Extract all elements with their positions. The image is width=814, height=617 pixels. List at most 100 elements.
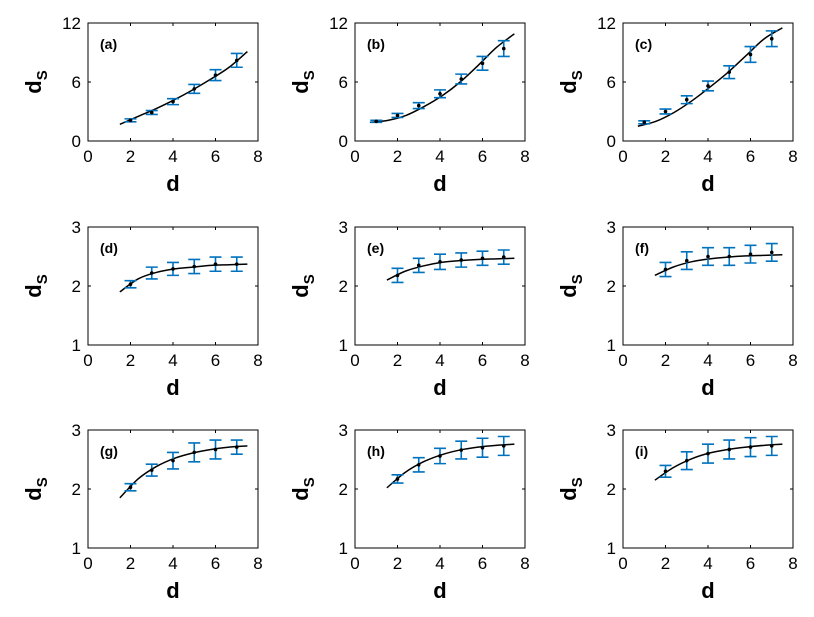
y-axis-label-main: d	[556, 487, 581, 500]
x-tick-label: 8	[253, 554, 262, 573]
data-point	[727, 70, 732, 74]
x-axis-label: d	[433, 375, 446, 400]
panel-label: (i)	[635, 443, 648, 459]
y-axis-label: dS	[21, 477, 51, 500]
data-point	[459, 77, 464, 81]
y-tick-label: 1	[339, 336, 348, 355]
y-tick-label: 3	[607, 218, 616, 237]
x-tick-label: 0	[618, 554, 627, 573]
x-tick-label: 2	[126, 147, 135, 166]
y-tick-label: 1	[72, 539, 81, 558]
fit-curve	[637, 27, 783, 127]
x-axis-label: d	[433, 578, 446, 603]
data-point	[234, 445, 239, 449]
x-tick-label: 4	[168, 147, 177, 166]
y-tick-label: 3	[607, 421, 616, 440]
data-point	[684, 258, 689, 263]
data-point	[727, 254, 732, 259]
y-tick-label: 2	[339, 480, 348, 499]
y-tick-label: 3	[339, 421, 348, 440]
y-axis-label: dS	[288, 70, 318, 93]
data-point	[416, 103, 421, 108]
x-tick-label: 0	[618, 147, 627, 166]
panel-label: (h)	[367, 443, 385, 459]
y-axis-label: dS	[288, 274, 318, 297]
y-axis-label-subscript: S	[34, 477, 51, 487]
fit-curve	[654, 443, 783, 481]
data-point	[149, 110, 154, 115]
panel-label: (a)	[100, 36, 117, 52]
y-tick-label: 6	[339, 73, 348, 92]
x-tick-label: 6	[478, 554, 487, 573]
x-tick-label: 0	[350, 554, 359, 573]
data-point	[706, 84, 710, 88]
x-tick-label: 4	[703, 554, 712, 573]
data-point	[171, 458, 175, 463]
x-tick-label: 0	[350, 147, 359, 166]
data-point	[416, 463, 421, 467]
y-axis-label: dS	[556, 70, 586, 93]
y-axis-label-subscript: S	[34, 70, 51, 80]
fit-curve	[119, 445, 248, 499]
y-tick-label: 2	[72, 277, 81, 296]
panel-label: (c)	[635, 36, 652, 52]
y-tick-label: 2	[339, 277, 348, 296]
y-tick-label: 1	[607, 539, 616, 558]
x-axis-label: d	[701, 375, 714, 400]
data-point	[706, 254, 710, 259]
data-point	[480, 256, 485, 261]
x-tick-label: 2	[661, 554, 670, 573]
x-tick-label: 8	[520, 351, 529, 370]
panel-label: (b)	[367, 36, 385, 52]
x-axis-label: d	[701, 578, 714, 603]
x-axis-label: d	[166, 171, 179, 196]
data-point	[706, 451, 710, 456]
data-point	[727, 447, 732, 452]
x-axis-label: d	[166, 375, 179, 400]
data-point	[395, 273, 400, 278]
x-tick-label: 2	[661, 351, 670, 370]
x-tick-label: 8	[520, 147, 529, 166]
panel-label: (f)	[635, 240, 649, 256]
y-axis-label-main: d	[288, 80, 313, 93]
data-point	[438, 454, 442, 458]
data-point	[769, 36, 774, 41]
data-point	[171, 267, 175, 271]
data-point	[416, 263, 421, 268]
data-point	[642, 120, 647, 125]
y-tick-label: 2	[607, 277, 616, 296]
x-tick-label: 6	[746, 147, 755, 166]
data-point	[663, 469, 668, 474]
x-tick-label: 0	[83, 147, 92, 166]
y-axis-label-main: d	[21, 284, 46, 297]
y-axis-label-main: d	[556, 80, 581, 93]
y-tick-label: 6	[72, 73, 81, 92]
fit-curve	[386, 443, 515, 489]
data-point	[374, 119, 379, 124]
y-tick-label: 1	[607, 336, 616, 355]
data-point	[501, 255, 506, 259]
x-tick-label: 8	[788, 147, 797, 166]
x-tick-label: 6	[478, 351, 487, 370]
x-tick-label: 8	[788, 351, 797, 370]
x-tick-label: 0	[350, 351, 359, 370]
data-point	[234, 262, 239, 266]
x-tick-label: 4	[703, 351, 712, 370]
x-tick-label: 2	[393, 554, 402, 573]
data-point	[213, 73, 218, 77]
y-tick-label: 0	[72, 132, 81, 151]
x-tick-label: 4	[435, 147, 444, 166]
y-axis-label: dS	[21, 274, 51, 297]
x-tick-label: 6	[746, 351, 755, 370]
data-point	[748, 52, 753, 57]
data-point	[663, 267, 668, 272]
data-point	[501, 444, 506, 448]
data-point	[192, 264, 197, 269]
y-tick-label: 6	[607, 73, 616, 92]
data-point	[480, 445, 485, 450]
